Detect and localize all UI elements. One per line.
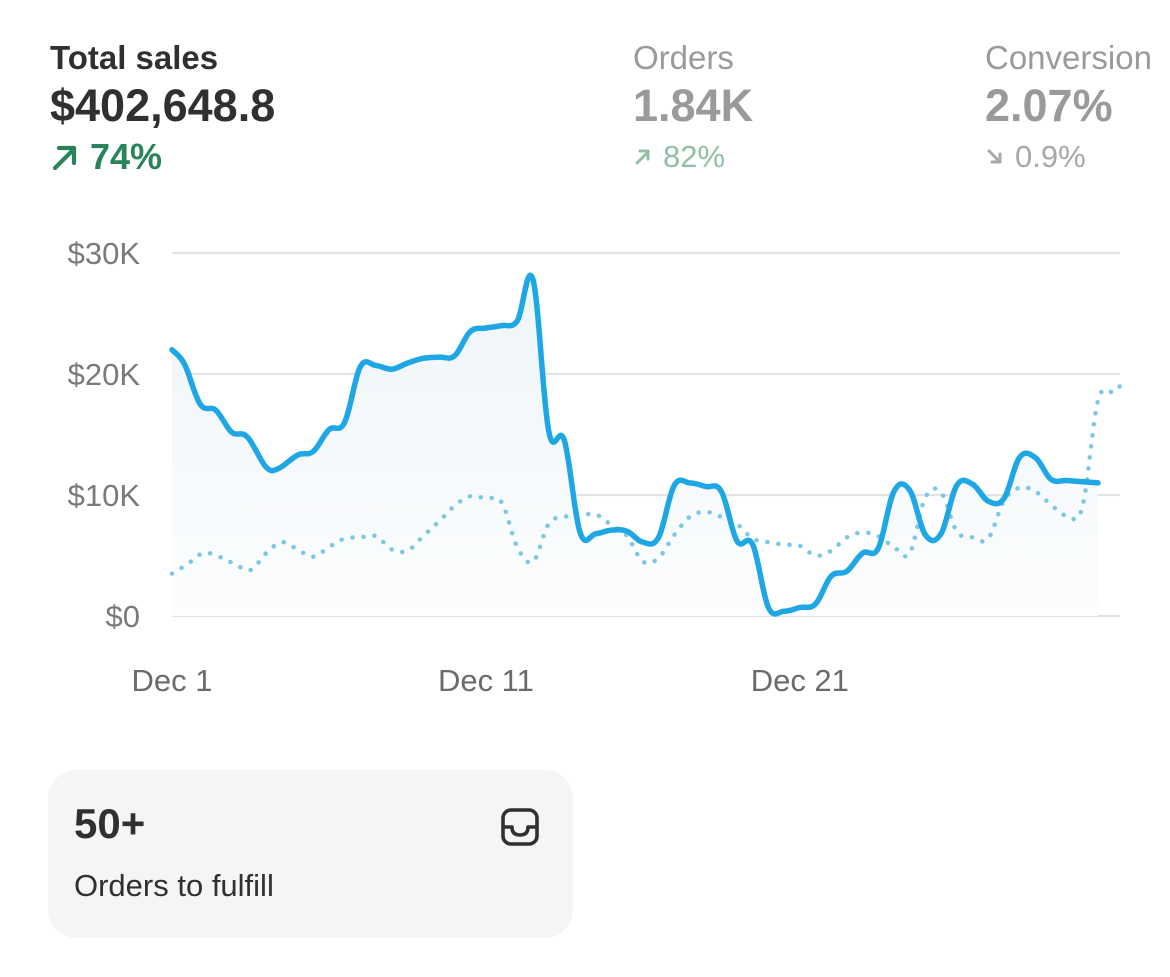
metric-label: Orders — [633, 39, 734, 76]
series-line-current[interactable] — [169, 272, 1101, 617]
x-tick-label: Dec 11 — [438, 663, 534, 698]
y-tick-label: $10K — [68, 478, 141, 513]
arrow-up-right-icon — [50, 142, 80, 172]
metric-change-value: 74% — [90, 136, 163, 177]
metric-value: 2.07% — [985, 80, 1113, 131]
metric-conversion[interactable]: Conversion 2.07% 0.9% — [985, 36, 1152, 180]
orders-to-fulfill-card[interactable]: 50+ Orders to fulfill — [48, 770, 573, 938]
sales-line-chart[interactable]: $0 $10K $20K $30K Dec 1 Dec 11 Dec 21 — [0, 220, 1170, 720]
metric-change-value: 0.9% — [1015, 139, 1086, 174]
x-axis-ticks: Dec 1 Dec 11 Dec 21 — [132, 663, 849, 698]
fulfill-count: 50+ — [74, 800, 146, 847]
x-tick-label: Dec 21 — [751, 663, 849, 698]
fulfill-label: Orders to fulfill — [74, 868, 274, 903]
metric-total-sales[interactable]: Total sales $402,648.8 74% — [50, 36, 275, 180]
chart-area — [172, 275, 1098, 616]
series-line-comparison[interactable] — [169, 383, 1123, 576]
metric-change: 74% — [50, 134, 275, 180]
metric-label: Conversion — [985, 39, 1152, 76]
metric-value: $402,648.8 — [50, 80, 276, 131]
series-area-fill — [172, 275, 1098, 616]
arrow-up-right-icon — [633, 147, 653, 167]
y-axis-ticks: $0 $10K $20K $30K — [68, 236, 141, 634]
y-tick-label: $30K — [68, 236, 141, 271]
metric-value: 1.84K — [633, 80, 754, 131]
chart-series — [169, 272, 1123, 617]
y-tick-label: $0 — [106, 599, 140, 634]
y-tick-label: $20K — [68, 357, 141, 392]
x-tick-label: Dec 1 — [132, 663, 213, 698]
metric-label: Total sales — [50, 39, 219, 76]
metric-change: 0.9% — [985, 134, 1152, 180]
arrow-down-right-icon — [985, 147, 1005, 167]
inbox-icon — [501, 808, 539, 846]
metric-orders[interactable]: Orders 1.84K 82% — [633, 36, 753, 180]
metric-change: 82% — [633, 134, 753, 180]
metric-change-value: 82% — [663, 139, 726, 174]
